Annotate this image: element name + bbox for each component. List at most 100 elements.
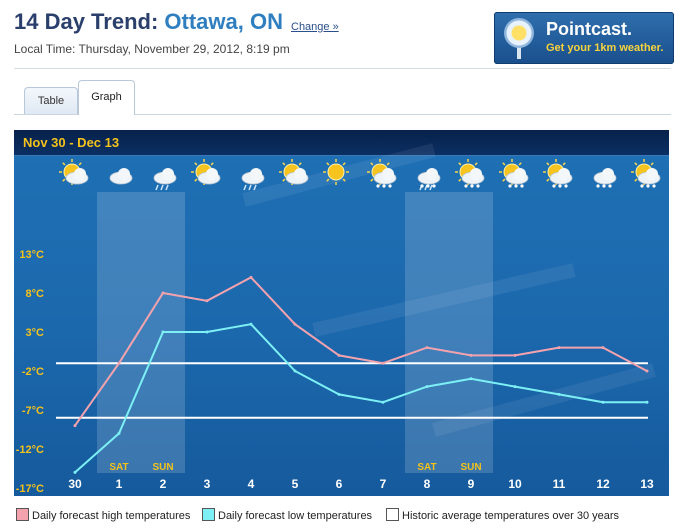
map-pin-icon	[504, 18, 534, 48]
date-range-bar: Nov 30 - Dec 13	[14, 130, 669, 156]
day-label: 3	[204, 477, 211, 491]
low-temp-point	[293, 369, 297, 373]
rain-cloud-icon	[241, 168, 265, 191]
background-streak-1	[312, 263, 576, 337]
weekend-label: SAT	[417, 462, 436, 473]
day-label: 8	[424, 477, 431, 491]
sun-icon	[323, 159, 349, 185]
low-temp-point	[557, 392, 561, 396]
high-temp-point	[425, 346, 429, 350]
legend-low-label: Daily forecast low temperatures	[218, 510, 373, 522]
day-label: 6	[336, 477, 343, 491]
legend-high: Daily forecast high temperatures	[16, 508, 190, 526]
high-temp-point	[205, 299, 209, 303]
background-streak-2	[432, 363, 656, 437]
view-tabs: Table Graph	[14, 80, 671, 115]
sun-cloud-icon	[59, 159, 89, 185]
date-range: Nov 30 - Dec 13	[23, 135, 120, 150]
high-temp-line	[74, 276, 648, 427]
day-label: 4	[248, 477, 255, 491]
sun-snow-icon	[455, 159, 485, 188]
legend-high-label: Daily forecast high temperatures	[32, 510, 191, 522]
rain-cloud-icon	[153, 168, 177, 191]
high-temp-point	[601, 346, 605, 350]
y-tick-label: 8°C	[26, 288, 45, 300]
low-temp-point	[513, 385, 517, 389]
tab-graph[interactable]: Graph	[78, 80, 135, 115]
snow-rain-icon	[417, 168, 441, 191]
header-divider	[14, 68, 671, 69]
day-label: 30	[68, 477, 82, 491]
low-temp-line	[74, 323, 647, 474]
low-temp-point	[161, 330, 165, 334]
city-name: Ottawa, ON	[164, 9, 283, 34]
sun-cloud-icon	[279, 159, 309, 185]
high-temp-point	[249, 275, 253, 279]
legend-low-swatch	[202, 508, 215, 521]
weekend-label: SUN	[460, 462, 481, 473]
legend-low: Daily forecast low temperatures	[202, 508, 372, 526]
weekend-shade-0	[97, 192, 141, 473]
ad-brand: Pointcast.	[546, 19, 633, 39]
day-label: 12	[596, 477, 610, 491]
sun-snow-icon	[499, 159, 529, 188]
low-temp-point	[425, 385, 429, 389]
low-temp-point	[73, 470, 77, 474]
low-temp-point	[205, 330, 209, 334]
snow-cloud-icon	[593, 168, 617, 188]
day-label: 2	[160, 477, 167, 491]
temperature-chart: 13°C8°C3°C-2°C-7°C-12°C-17°C 30 1 2 3 4 5 6 7 8 9 1…	[16, 143, 661, 495]
low-temp-point	[381, 400, 385, 404]
y-tick-label: -12°C	[16, 444, 44, 456]
day-label: 13	[640, 477, 654, 491]
y-tick-label: -2°C	[22, 366, 44, 378]
pin-stem	[517, 45, 521, 59]
pointcast-ad-banner[interactable]: Pointcast. Get your 1km weather.	[494, 12, 674, 64]
low-temp-point	[117, 431, 121, 435]
low-temp-point	[469, 377, 473, 381]
sun-cloud-icon	[191, 159, 221, 185]
legend-historic-label: Historic average temperatures over 30 ye…	[402, 510, 620, 522]
high-temp-point	[73, 424, 77, 428]
y-tick-label: 13°C	[19, 249, 44, 261]
high-temp-point	[645, 369, 649, 373]
change-location-link[interactable]: Change »	[291, 21, 339, 33]
high-temp-point	[469, 353, 473, 357]
legend-high-swatch	[16, 508, 29, 521]
day-label: 5	[292, 477, 299, 491]
high-temp-point	[557, 346, 561, 350]
y-tick-label: -7°C	[22, 405, 44, 417]
weekend-shade-2	[405, 192, 449, 473]
trend-graph-panel: Nov 30 - Dec 13 13°C 8°C 3°C -2°C -7°C -12°C -…	[14, 130, 669, 496]
ad-tagline: Get your 1km weather.	[546, 42, 664, 54]
high-temp-point	[161, 291, 165, 295]
weekend-shade-3	[449, 192, 493, 473]
legend-historic-swatch	[386, 508, 399, 521]
low-temp-point	[337, 392, 341, 396]
low-temp-point	[645, 400, 649, 404]
day-label: 1	[116, 477, 123, 491]
day-label: 9	[468, 477, 475, 491]
y-tick-label: 3°C	[26, 327, 45, 339]
page-title: 14 Day Trend: Ottawa, ON	[14, 9, 283, 35]
sun-snow-icon	[631, 159, 661, 188]
sun-snow-icon	[543, 159, 573, 188]
title-prefix: 14 Day Trend:	[14, 9, 159, 34]
high-temp-point	[117, 361, 121, 365]
local-time: Local Time: Thursday, November 29, 2012,…	[14, 42, 290, 56]
low-temp-point	[249, 322, 253, 326]
high-temp-point	[293, 322, 297, 326]
low-temp-point	[601, 400, 605, 404]
high-temp-point	[513, 353, 517, 357]
day-label: 10	[508, 477, 522, 491]
sun-snow-icon	[367, 159, 397, 188]
legend-historic: Historic average temperatures over 30 ye…	[386, 508, 619, 526]
day-label: 7	[380, 477, 387, 491]
weekend-label: SUN	[152, 462, 173, 473]
cloud-icon	[109, 168, 133, 185]
high-temp-point	[381, 361, 385, 365]
y-tick-label: -17°C	[16, 483, 44, 495]
tab-table[interactable]: Table	[24, 87, 78, 114]
high-temp-point	[337, 353, 341, 357]
weekend-label: SAT	[109, 462, 128, 473]
